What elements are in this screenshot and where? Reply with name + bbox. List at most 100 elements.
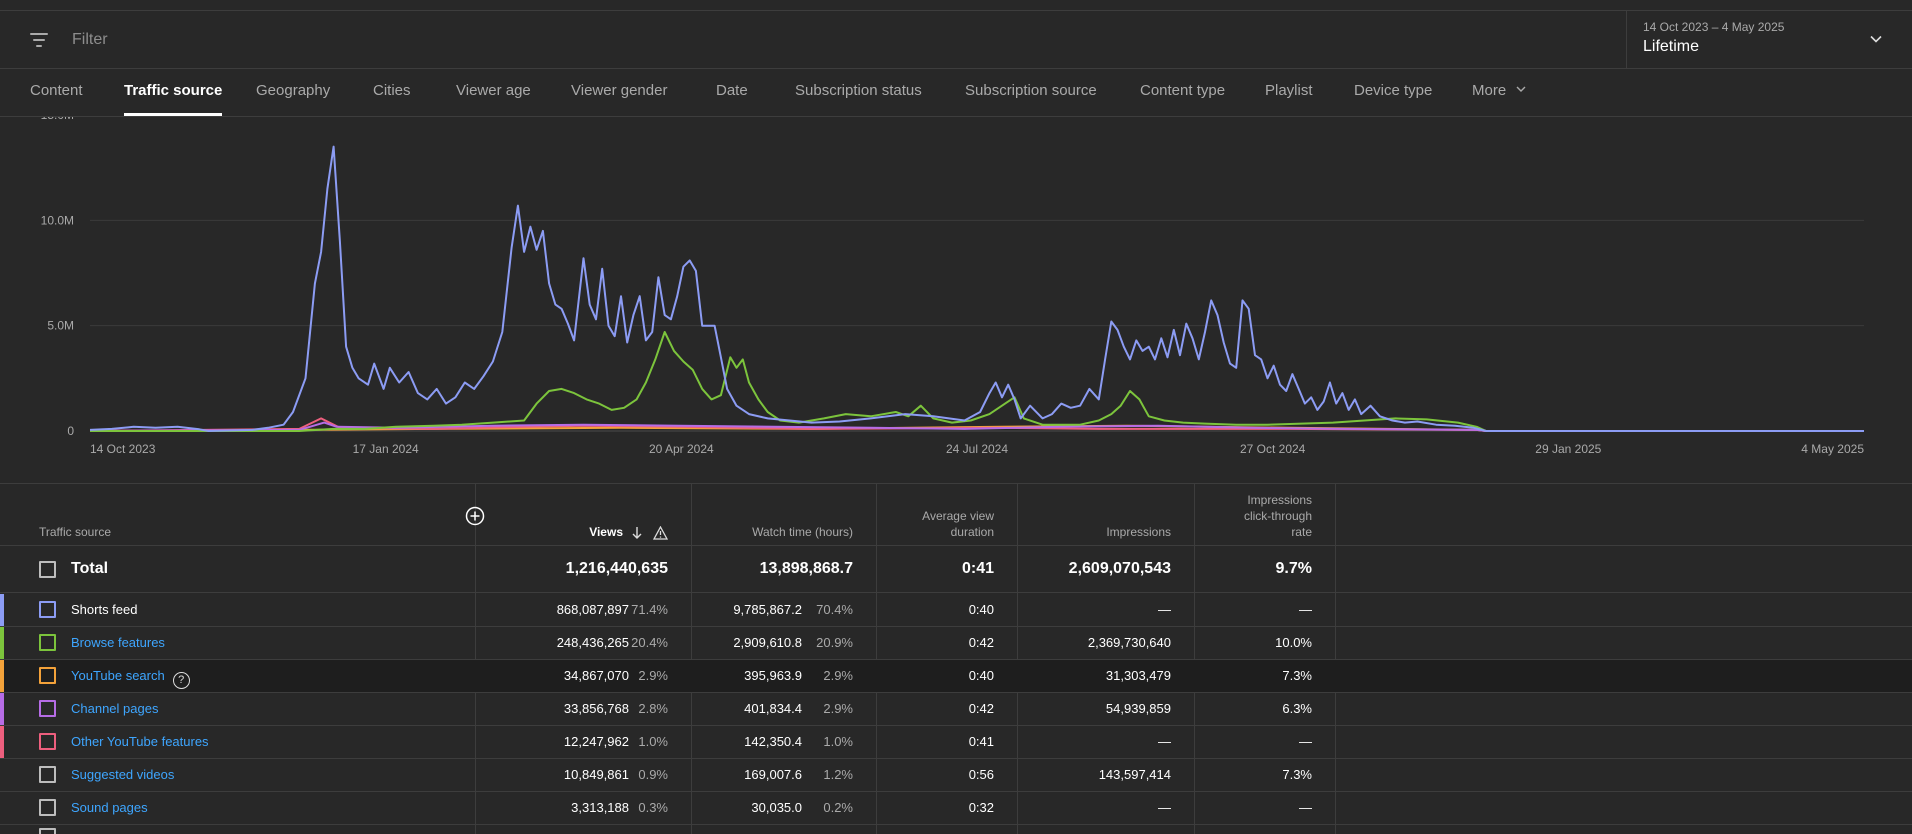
table-row-total: Total 1,216,440,635 13,898,868.7 0:41 2,… [0, 546, 1912, 593]
tabs-top-divider [0, 68, 1912, 69]
header-traffic-source[interactable]: Traffic source [39, 525, 112, 539]
traffic-source-name[interactable]: YouTube search? [71, 668, 190, 689]
row-checkbox[interactable] [39, 766, 56, 783]
views-value: 10,849,861 [563, 767, 629, 782]
chevron-down-icon[interactable] [1870, 33, 1882, 45]
views-value: 248,436,265 [556, 635, 629, 650]
tab-device-type[interactable]: Device type [1354, 82, 1433, 99]
tab-cities[interactable]: Cities [373, 82, 411, 99]
watch-time-percent: 2.9% [823, 701, 853, 716]
traffic-source-name[interactable]: Sound pages [71, 800, 148, 815]
x-tick-label: 24 Jul 2024 [946, 442, 1008, 456]
filter-input[interactable]: Filter [72, 30, 108, 48]
views-percent: 71.4% [631, 602, 668, 617]
traffic-source-label: Sound pages [71, 800, 148, 815]
table-row[interactable]: Suggested videos 10,849,861 0.9% 169,007.6 1… [0, 759, 1912, 792]
x-tick-label: 29 Jan 2025 [1535, 442, 1601, 456]
header-average-view-duration[interactable]: Average view duration [880, 508, 994, 540]
tab-subscription-status[interactable]: Subscription status [795, 82, 922, 99]
tab-viewer-age[interactable]: Viewer age [456, 82, 531, 99]
traffic-source-name[interactable]: Browse features [71, 635, 165, 650]
header-impressions[interactable]: Impressions [1106, 525, 1171, 539]
header-ctr[interactable]: Impressions click-through rate [1200, 492, 1312, 540]
top-divider [0, 10, 1912, 11]
watch-time-percent: 1.0% [823, 734, 853, 749]
header-ctr-line1: Impressions [1247, 493, 1312, 507]
tab-geography[interactable]: Geography [256, 82, 331, 99]
y-tick-label: 15.0M [41, 117, 74, 122]
table-row[interactable]: Other YouTube features 12,247,962 1.0% 142,… [0, 726, 1912, 759]
row-checkbox[interactable] [39, 667, 56, 684]
y-tick-label: 10.0M [41, 213, 74, 227]
views-percent: 0.3% [638, 800, 668, 815]
views-percent: 0.9% [638, 767, 668, 782]
watch-time-value: 395,963.9 [744, 668, 802, 683]
row-checkbox[interactable] [39, 799, 56, 816]
total-average-view-duration: 0:41 [961, 560, 994, 577]
warning-icon[interactable] [653, 526, 668, 540]
traffic-source-name[interactable]: Suggested videos [71, 767, 174, 782]
ctr-value: 7.3% [1282, 668, 1312, 683]
ctr-value: — [1299, 734, 1312, 749]
tab-date[interactable]: Date [716, 82, 748, 99]
add-column-icon[interactable] [465, 506, 485, 526]
row-checkbox[interactable] [39, 828, 56, 834]
help-icon[interactable]: ? [172, 672, 190, 689]
row-checkbox[interactable] [39, 700, 56, 717]
traffic-source-label: Shorts feed [71, 602, 138, 617]
watch-time-percent: 70.4% [816, 602, 853, 617]
total-views: 1,216,440,635 [565, 560, 668, 577]
chevron-down-icon [1516, 86, 1526, 92]
table-row[interactable]: Shorts feed 868,087,897 71.4% 9,785,867.2 70… [0, 594, 1912, 627]
average-view-duration-value: 0:41 [968, 734, 994, 749]
table-row[interactable]: YouTube search? 34,867,070 2.9% 395,963.9 2.… [0, 660, 1912, 693]
header-views[interactable]: Views [589, 525, 623, 539]
tab-more[interactable]: More [1472, 69, 1526, 116]
traffic-source-name[interactable]: Other YouTube features [71, 734, 209, 749]
tab-content[interactable]: Content [30, 82, 83, 99]
watch-time-value: 169,007.6 [744, 767, 802, 782]
filter-bar[interactable]: Filter [0, 11, 1626, 68]
tab-content-type[interactable]: Content type [1140, 82, 1226, 99]
impressions-value: — [1158, 734, 1171, 749]
dimension-tabs: Content Traffic source Geography Cities … [0, 69, 1912, 116]
header-watch-time[interactable]: Watch time (hours) [752, 525, 853, 539]
views-percent: 20.4% [631, 635, 668, 650]
tab-playlist[interactable]: Playlist [1265, 82, 1313, 99]
traffic-source-name[interactable]: Channel pages [71, 701, 158, 716]
watch-time-value: 401,834.4 [744, 701, 802, 716]
header-average-view-duration-line1: Average view [922, 509, 994, 523]
watch-time-value: 30,035.0 [751, 800, 802, 815]
views-percent: 2.9% [638, 668, 668, 683]
tab-traffic-source[interactable]: Traffic source [124, 69, 223, 116]
y-tick-label: 0 [67, 424, 74, 438]
tab-subscription-source[interactable]: Subscription source [965, 82, 1097, 99]
table-row[interactable]: Sound pages 3,313,188 0.3% 30,035.0 0.2% 0:32… [0, 792, 1912, 825]
tab-viewer-gender[interactable]: Viewer gender [571, 82, 668, 99]
traffic-source-label: Other YouTube features [71, 734, 209, 749]
average-view-duration-value: 0:42 [968, 701, 994, 716]
table-row[interactable]: Browse features 248,436,265 20.4% 2,909,610… [0, 627, 1912, 660]
row-checkbox[interactable] [39, 601, 56, 618]
x-tick-label: 27 Oct 2024 [1240, 442, 1306, 456]
filter-icon[interactable] [30, 30, 56, 50]
traffic-source-label: Suggested videos [71, 767, 175, 782]
impressions-value: 143,597,414 [1098, 767, 1171, 782]
series-line-channel-pages[interactable] [89, 421, 1864, 432]
series-line-shorts-feed[interactable] [89, 145, 1864, 432]
date-range-picker[interactable]: 14 Oct 2023 – 4 May 2025 Lifetime [1626, 11, 1912, 68]
traffic-chart: 0 5.0M 10.0M 15.0M 14 Oct 2023 17 Jan 2024 20 … [0, 117, 1912, 483]
row-checkbox[interactable] [39, 733, 56, 750]
y-tick-label: 5.0M [47, 319, 74, 333]
sort-descending-icon[interactable] [631, 526, 643, 540]
watch-time-value: 9,785,867.2 [733, 602, 802, 617]
series-color-stripe [0, 660, 4, 692]
x-tick-label: 20 Apr 2024 [649, 442, 714, 456]
x-tick-label: 4 May 2025 [1801, 442, 1864, 456]
impressions-value: — [1158, 602, 1171, 617]
row-checkbox[interactable] [39, 634, 56, 651]
table-row[interactable]: Channel pages 33,856,768 2.8% 401,834.4 2.9%… [0, 693, 1912, 726]
ctr-value: 7.3% [1282, 767, 1312, 782]
row-checkbox[interactable] [39, 561, 56, 578]
series-line-browse-features[interactable] [90, 331, 1864, 432]
